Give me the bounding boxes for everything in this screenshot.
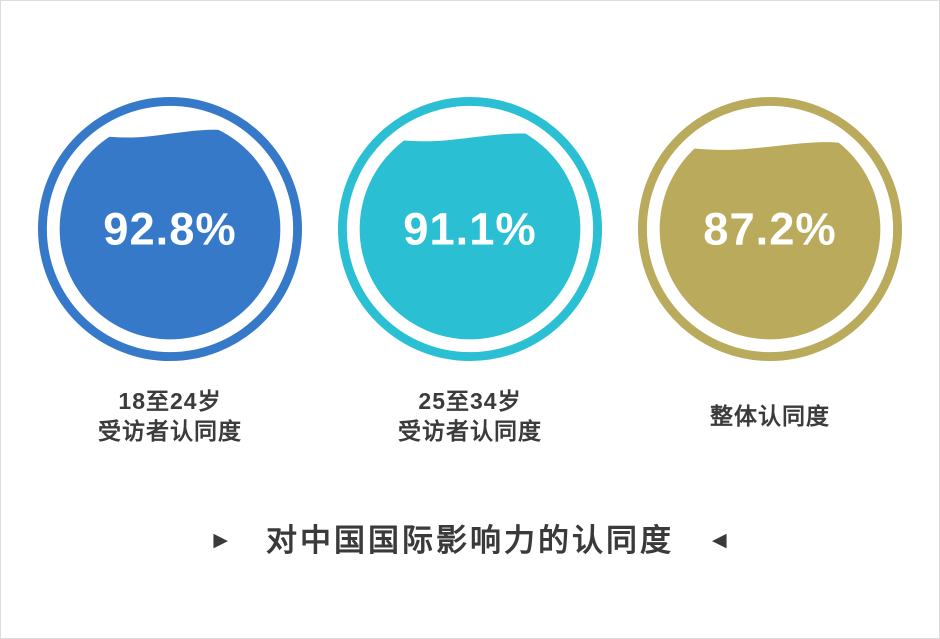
gauge-value: 91.1% [403, 204, 536, 255]
gauge-outer-ring [37, 96, 303, 362]
left-triangle-icon: ◀ [712, 530, 727, 552]
gauge-age-18-24: 92.8% 18至24岁 受访者认同度 [37, 96, 303, 448]
right-triangle-icon: ▶ [213, 530, 228, 552]
liquid-gauge-18-24: 92.8% [37, 96, 303, 362]
gauge-outer-ring [637, 96, 903, 362]
liquid-gauge-25-34: 91.1% [337, 96, 603, 362]
gauge-label-18-24: 18至24岁 受访者认同度 [98, 384, 242, 448]
gauge-value: 87.2% [703, 204, 836, 255]
gauge-age-25-34: 91.1% 25至34岁 受访者认同度 [337, 96, 603, 448]
gauge-value: 92.8% [103, 204, 236, 255]
liquid-gauge-overall: 87.2% [637, 96, 903, 362]
gauge-label-overall: 整体认同度 [710, 384, 830, 448]
gauge-label-line2: 受访者认同度 [398, 418, 542, 444]
gauge-row: 92.8% 18至24岁 受访者认同度 91.1% 25至34岁 受访者认同度 … [1, 1, 939, 448]
liquid-gauge-svg: 92.8% [37, 96, 303, 362]
chart-title-row: ▶ 对中国国际影响力的认同度 ◀ [1, 522, 939, 559]
gauge-label-line1: 整体认同度 [710, 403, 830, 429]
liquid-gauge-svg: 91.1% [337, 96, 603, 362]
gauge-outer-ring [337, 96, 603, 362]
gauge-water-fill [359, 133, 581, 340]
chart-title: 对中国国际影响力的认同度 [266, 523, 674, 558]
gauge-label-25-34: 25至34岁 受访者认同度 [398, 384, 542, 448]
gauge-overall: 87.2% 整体认同度 [637, 96, 903, 448]
gauge-water-fill [59, 129, 281, 340]
gauge-water-fill [659, 142, 881, 340]
gauge-label-line1: 25至34岁 [418, 388, 522, 414]
gauge-label-line2: 受访者认同度 [98, 418, 242, 444]
gauge-label-line1: 18至24岁 [118, 388, 222, 414]
liquid-gauge-svg: 87.2% [637, 96, 903, 362]
